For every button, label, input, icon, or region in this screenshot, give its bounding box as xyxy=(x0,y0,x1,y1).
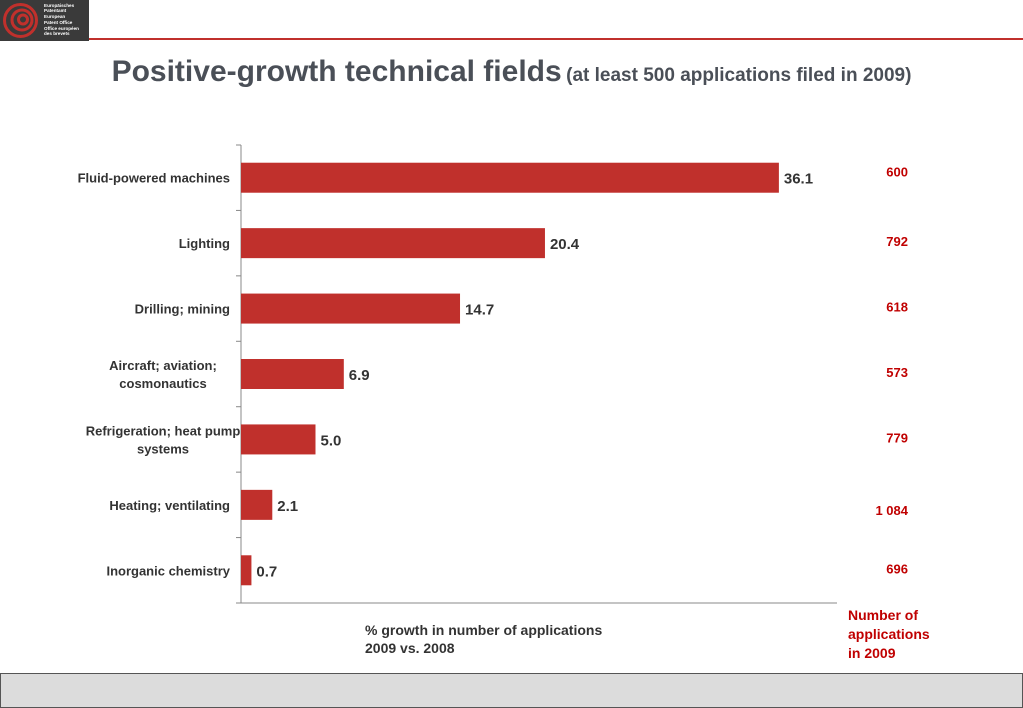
bar xyxy=(241,228,545,259)
epo-logo-icon xyxy=(3,3,38,38)
bar xyxy=(241,555,252,586)
logo-text-line: Patent Office xyxy=(44,19,73,25)
logo-text-line: des brevets xyxy=(44,31,70,37)
logo-text-line: Office européen xyxy=(44,25,79,31)
bar xyxy=(241,293,461,324)
category-label: Lighting xyxy=(179,236,230,251)
category-label: systems xyxy=(137,441,189,456)
xlabel-line: % growth in number of applications xyxy=(365,622,603,638)
applabel-line: in 2009 xyxy=(848,645,896,661)
page-title: Positive-growth technical fields (at lea… xyxy=(0,55,1023,89)
category-label: Refrigeration; heat pump xyxy=(86,423,241,438)
logo-text: Europäisches Patentamt European Patent Offi… xyxy=(44,3,88,36)
bar xyxy=(241,162,779,193)
bar-value-label: 36.1 xyxy=(784,171,813,188)
bar xyxy=(241,489,273,520)
bar-chart: 36.1 Fluid-powered machines 600 20.4 Lightin… xyxy=(78,144,909,604)
bar xyxy=(241,424,316,455)
logo-text-line: Europäisches xyxy=(44,3,75,8)
bar-value-label: 0.7 xyxy=(256,563,277,580)
applications-count: 1 084 xyxy=(875,503,908,518)
bar-value-label: 14.7 xyxy=(465,302,494,319)
bar xyxy=(241,359,344,389)
category-label: Inorganic chemistry xyxy=(106,563,230,578)
category-label: Aircraft; aviation; xyxy=(109,358,217,373)
footer-bar xyxy=(0,673,1023,708)
applications-count: 779 xyxy=(886,430,908,445)
category-label: cosmonautics xyxy=(119,376,206,391)
applications-count: 573 xyxy=(886,365,908,380)
applications-count: 600 xyxy=(886,165,908,180)
bar-value-label: 2.1 xyxy=(277,498,298,515)
applications-label: Number of applications in 2009 xyxy=(848,606,930,663)
applabel-line: applications xyxy=(848,626,930,642)
x-axis-label: % growth in number of applications 2009 v… xyxy=(365,621,602,657)
header-divider xyxy=(89,38,1023,40)
title-main: Positive-growth technical fields xyxy=(111,55,562,88)
bar-value-label: 20.4 xyxy=(550,236,580,253)
applications-count: 618 xyxy=(886,300,908,315)
category-label: Heating; ventilating xyxy=(109,498,230,513)
applications-count: 792 xyxy=(886,234,908,249)
category-label: Drilling; mining xyxy=(135,302,230,317)
title-subtitle: (at least 500 applications filed in 2009… xyxy=(566,65,912,86)
xlabel-line: 2009 vs. 2008 xyxy=(365,640,455,656)
epo-logo: Europäisches Patentamt European Patent Offi… xyxy=(0,0,89,41)
bar-value-label: 5.0 xyxy=(321,432,342,449)
applabel-line: Number of xyxy=(848,607,918,623)
applications-count: 696 xyxy=(886,561,908,576)
logo-text-line: European xyxy=(44,14,66,20)
category-label: Fluid-powered machines xyxy=(78,171,230,186)
bar-value-label: 6.9 xyxy=(349,367,370,384)
logo-text-line: Patentamt xyxy=(44,8,67,14)
